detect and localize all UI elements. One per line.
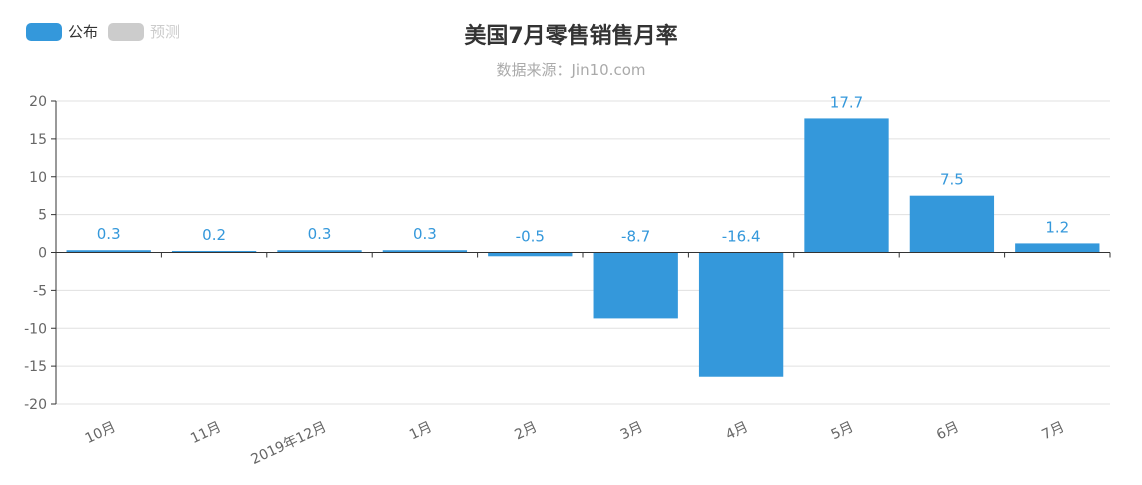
- data-label: 17.7: [830, 93, 863, 111]
- x-tick-label: 3月: [618, 419, 646, 443]
- y-tick-label: 0: [38, 246, 47, 262]
- x-tick-label: 2月: [512, 419, 540, 443]
- legend-swatch-forecast: [108, 22, 145, 41]
- y-tick-label: 15: [29, 132, 47, 148]
- bar: [382, 250, 468, 253]
- x-tick-label: 6月: [934, 419, 962, 443]
- bar: [66, 250, 151, 253]
- y-tick-label: -20: [24, 397, 47, 413]
- y-tick-label: -10: [24, 321, 47, 337]
- legend-label-published: 公布: [68, 23, 99, 41]
- data-label: 0.3: [97, 225, 121, 243]
- bar: [488, 252, 573, 257]
- x-tick-label: 2019年12月: [249, 419, 330, 468]
- y-tick-label: 20: [29, 94, 47, 110]
- data-label: 0.2: [202, 226, 226, 244]
- bar: [698, 252, 784, 377]
- x-tick-label: 5月: [829, 419, 857, 443]
- legend-label-forecast: 预测: [150, 23, 181, 41]
- bar: [804, 118, 889, 253]
- x-tick-label: 7月: [1039, 419, 1067, 443]
- bar: [277, 250, 362, 253]
- chart-subtitle: 数据来源：Jin10.com: [496, 61, 646, 79]
- x-tick-label: 1月: [407, 419, 435, 443]
- data-label: 7.5: [940, 171, 964, 189]
- data-label: -0.5: [516, 228, 545, 246]
- y-tick-label: 5: [38, 208, 47, 224]
- bar: [1015, 243, 1100, 253]
- bar: [593, 252, 678, 319]
- y-tick-label: 10: [29, 170, 47, 186]
- data-label: -8.7: [621, 228, 650, 246]
- y-tick-label: -15: [24, 359, 47, 375]
- data-label: 0.3: [413, 225, 437, 243]
- legend-item-published[interactable]: 公布: [26, 21, 98, 42]
- data-label: -16.4: [722, 228, 761, 246]
- legend: 公布 预测: [26, 21, 180, 42]
- legend-swatch-published: [26, 22, 62, 41]
- chart-title: 美国7月零售销售月率: [464, 24, 678, 49]
- y-tick-label: -5: [33, 283, 47, 299]
- data-label: 0.3: [308, 225, 332, 243]
- bar: [909, 195, 995, 253]
- bar: [171, 250, 257, 253]
- x-tick-label: 10月: [83, 419, 119, 447]
- legend-item-forecast[interactable]: 预测: [108, 21, 180, 42]
- x-tick-label: 11月: [188, 419, 224, 447]
- x-tick-label: 4月: [723, 419, 751, 443]
- data-label: 1.2: [1045, 218, 1069, 236]
